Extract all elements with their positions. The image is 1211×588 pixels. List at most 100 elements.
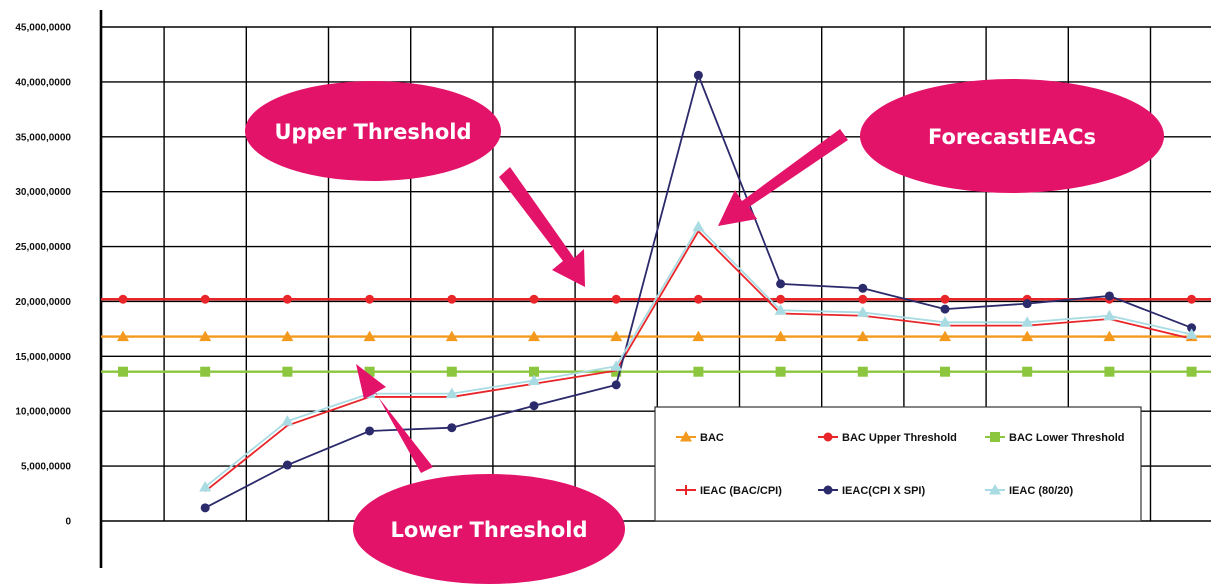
- series-4-point-5: [611, 380, 621, 390]
- legend-item-3: IEAC (BAC/CPI): [676, 485, 782, 497]
- series-1-point-6: [611, 294, 621, 304]
- callout-forecast-ieacs-arrow: [718, 129, 848, 226]
- y-tick-label-3: 15,000,0000: [15, 352, 71, 363]
- series-4: [200, 70, 1197, 513]
- series-0-point-5: [528, 330, 540, 342]
- series-1-point-3: [365, 294, 375, 304]
- callout-forecast-ieacs-text: ForecastIEACs: [928, 125, 1096, 149]
- series-0-point-1: [199, 330, 212, 342]
- series-2-point-6: [611, 366, 622, 377]
- series-4-point-6: [693, 70, 703, 80]
- series-2-point-5: [529, 366, 539, 377]
- series-2-point-3: [364, 366, 375, 377]
- y-tick-label-1: 5,000,0000: [21, 462, 71, 473]
- y-tick-label-9: 45,000,0000: [15, 23, 71, 34]
- legend-label-4: IEAC(CPI X SPI): [842, 485, 925, 497]
- series-4-point-4: [529, 401, 539, 411]
- y-tick-label-5: 25,000,0000: [15, 242, 71, 253]
- series-1-point-9: [858, 294, 868, 304]
- series-4-point-11: [1104, 291, 1114, 301]
- series-5-point-4: [528, 374, 540, 385]
- series-2-point-0: [118, 366, 128, 377]
- legend: BAC BAC Upper Threshold BAC Lower Threshol…: [654, 406, 1142, 522]
- legend-items: BAC BAC Upper Threshold BAC Lower Threshol…: [676, 431, 1125, 497]
- legend-label-5: IEAC (80/20): [1009, 485, 1074, 497]
- series-4-point-9: [940, 304, 950, 314]
- series-4-point-1: [282, 460, 292, 470]
- legend-swatch-marker-3: [681, 485, 691, 495]
- series-5-point-1: [281, 415, 294, 426]
- y-tick-label-0: 0: [65, 517, 71, 528]
- series-0-point-8: [774, 330, 787, 342]
- series-0-point-11: [1021, 330, 1034, 342]
- callout-upper-threshold-bubble: [245, 81, 501, 181]
- series-4-point-10: [1022, 299, 1032, 309]
- series-4-point-3: [447, 423, 457, 433]
- series-5-point-5: [610, 360, 623, 371]
- series-layer: [101, 70, 1211, 513]
- series-2-point-4: [446, 366, 457, 377]
- series-4-point-7: [776, 279, 786, 289]
- legend-label-2: BAC Lower Threshold: [1009, 432, 1125, 444]
- series-2-point-7: [693, 366, 704, 377]
- series-1-point-4: [447, 294, 457, 304]
- legend-label-3: IEAC (BAC/CPI): [700, 485, 782, 497]
- series-0-point-7: [692, 330, 705, 342]
- legend-item-1: BAC Upper Threshold: [818, 432, 957, 444]
- legend-swatch-marker-5: [989, 484, 1001, 495]
- series-2-point-8: [775, 366, 786, 377]
- series-1-point-0: [118, 294, 128, 304]
- series-5-point-8: [856, 306, 869, 317]
- series-0-point-0: [117, 330, 129, 342]
- legend-label-1: BAC Upper Threshold: [842, 432, 957, 444]
- legend-item-0: BAC: [676, 431, 724, 444]
- series-5-point-9: [939, 316, 951, 327]
- legend-item-4: IEAC(CPI X SPI): [818, 485, 925, 497]
- series-0-point-9: [856, 330, 869, 342]
- series-4-point-8: [858, 283, 868, 293]
- series-1-point-1: [200, 294, 210, 304]
- series-5-point-7: [774, 304, 787, 315]
- legend-swatch-marker-1: [823, 432, 833, 442]
- series-5-point-12: [1185, 328, 1198, 339]
- legend-swatch-marker-0: [680, 431, 692, 442]
- callout-upper-threshold-arrow: [499, 167, 585, 287]
- callout-forecast-ieacs: ForecastIEACs: [718, 79, 1164, 226]
- y-axis-ticks: 0 5,000,0000 10,000,0000 15,000,0000 20,000,…: [15, 23, 71, 528]
- series-4-point-0: [200, 503, 210, 513]
- callout-lower-threshold-bubble: [353, 474, 625, 584]
- legend-item-5: IEAC (80/20): [985, 484, 1074, 497]
- series-2: [101, 366, 1211, 377]
- series-1-point-2: [282, 294, 292, 304]
- series-0-point-2: [281, 330, 294, 342]
- legend-item-2: BAC Lower Threshold: [985, 432, 1125, 444]
- callout-upper-threshold: Upper Threshold: [245, 81, 585, 287]
- series-1-point-8: [776, 294, 786, 304]
- series-1-point-10: [940, 294, 950, 304]
- series-1-point-7: [693, 294, 703, 304]
- y-tick-label-6: 30,000,0000: [15, 187, 71, 198]
- series-2-point-1: [200, 366, 211, 377]
- series-2-point-11: [1022, 366, 1033, 377]
- series-1-point-5: [529, 294, 539, 304]
- series-5-point-11: [1103, 309, 1116, 321]
- series-0-point-4: [445, 330, 458, 342]
- series-0-point-3: [363, 330, 376, 342]
- series-1-point-13: [1187, 294, 1197, 304]
- y-tick-label-4: 20,000,0000: [15, 297, 71, 308]
- y-tick-label-7: 35,000,0000: [15, 132, 71, 143]
- series-0-point-6: [610, 330, 623, 342]
- series-0-point-12: [1103, 330, 1116, 342]
- series-5-point-3: [445, 387, 458, 399]
- callout-upper-threshold-text: Upper Threshold: [274, 120, 471, 144]
- series-4-point-12: [1187, 323, 1197, 333]
- legend-swatch-marker-4: [823, 485, 833, 495]
- series-0: [101, 330, 1211, 342]
- series-2-point-2: [282, 366, 293, 377]
- series-4-point-2: [365, 426, 375, 436]
- series-0-point-10: [939, 330, 951, 342]
- y-tick-label-2: 10,000,0000: [15, 407, 71, 418]
- legend-swatch-marker-2: [990, 432, 1000, 442]
- callout-forecast-ieacs-bubble: [860, 79, 1164, 193]
- series-2-point-10: [940, 366, 950, 377]
